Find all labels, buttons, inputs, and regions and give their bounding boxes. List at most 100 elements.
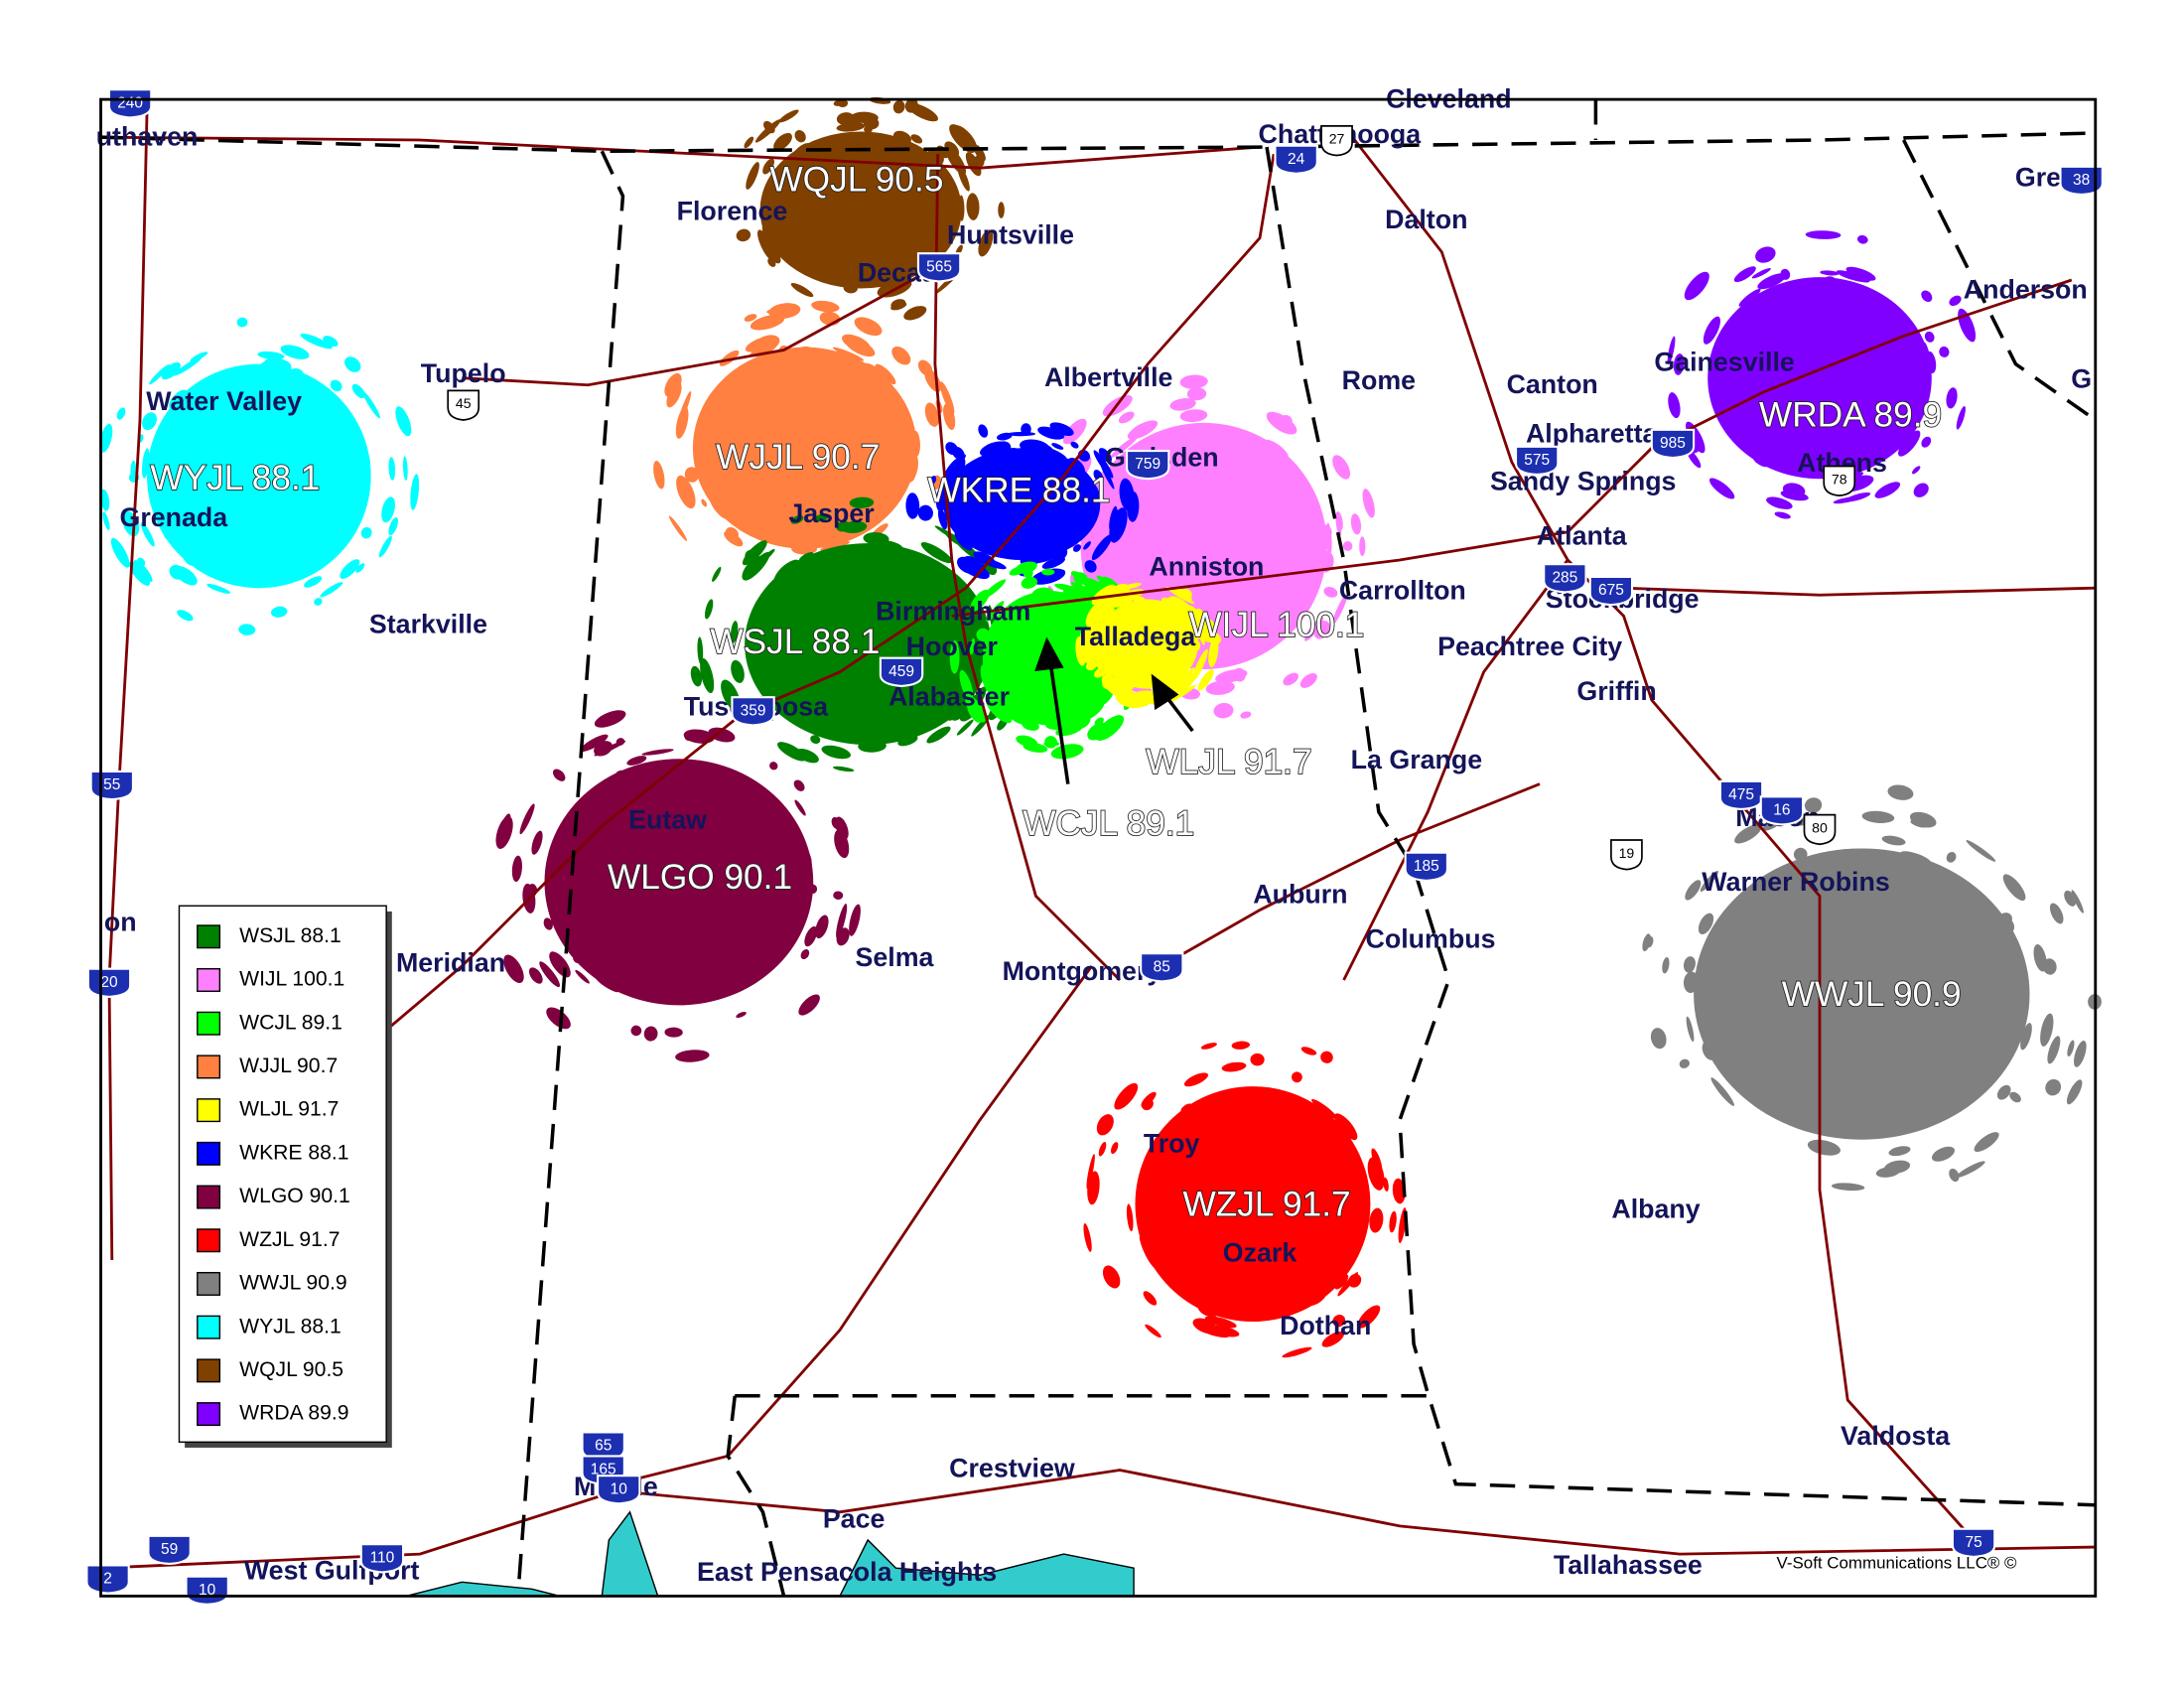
coverage-fragment xyxy=(1337,1134,1356,1162)
city-label: Dalton xyxy=(1385,205,1467,234)
coverage-fragment xyxy=(1956,405,1966,430)
coverage-fragment xyxy=(1200,1043,1217,1050)
coverage-fragment xyxy=(1774,511,1791,519)
coverage-fragment xyxy=(511,855,522,883)
coverage-fragment xyxy=(1642,933,1651,952)
coverage-fragment xyxy=(981,579,1007,600)
coverage-fragment xyxy=(1724,307,1746,335)
coverage-fragment xyxy=(495,815,513,849)
coverage-fragment xyxy=(777,742,807,762)
coverage-fragment xyxy=(1299,672,1317,688)
coverage-fragment xyxy=(773,132,792,151)
coverage-fragment xyxy=(736,1011,747,1019)
coverage-fragment xyxy=(2020,1023,2032,1051)
coverage-area xyxy=(745,543,992,746)
coverage-fragment xyxy=(793,779,805,791)
coverage-fragment xyxy=(1127,420,1159,440)
coverage-fragment xyxy=(1389,1210,1397,1233)
coverage-fragment xyxy=(1702,1041,1716,1060)
city-label: on xyxy=(104,908,137,937)
coverage-fragment xyxy=(1881,835,1906,846)
coverage-fragment xyxy=(955,454,966,465)
coverage-fragment xyxy=(976,628,991,642)
coverage-fragment xyxy=(675,1050,710,1062)
coverage-fragment xyxy=(732,512,750,528)
route-shield xyxy=(1803,813,1837,846)
coverage-fragment xyxy=(777,817,794,849)
city-label: uthaven xyxy=(96,122,199,152)
coverage-area xyxy=(544,759,814,1006)
coverage-fragment xyxy=(388,517,398,536)
coverage-fragment xyxy=(1300,1047,1317,1055)
coverage-fragment xyxy=(543,917,553,930)
city-label: Auburn xyxy=(1253,879,1347,909)
arrows xyxy=(1034,636,1194,784)
coverage-fragment xyxy=(833,766,855,773)
coverage-fragment xyxy=(1766,496,1793,509)
coverage-fragment xyxy=(835,816,849,840)
coverage-fragment xyxy=(1780,268,1791,280)
coverage-fragment xyxy=(790,514,804,524)
station-label: WLGO 90.1 xyxy=(608,858,792,897)
city-label: Dothan xyxy=(1280,1311,1371,1340)
coverage-fragment xyxy=(1921,436,1932,448)
coverage-fragment xyxy=(1240,711,1252,719)
coverage-fragment xyxy=(807,884,818,895)
coverage-fragment xyxy=(1141,1097,1154,1111)
coverage-fragment xyxy=(1697,972,1712,986)
city-label: Selma xyxy=(856,942,935,972)
coverage-fragment xyxy=(969,637,976,655)
coverage-fragment xyxy=(701,498,708,507)
legend-swatch xyxy=(197,1228,221,1253)
coverage-fragment xyxy=(1089,484,1101,510)
coverage-fragment xyxy=(942,457,966,487)
coverage-fragment xyxy=(892,130,911,145)
coverage-fragment xyxy=(1245,1310,1278,1320)
coverage-fragment xyxy=(1284,1098,1298,1108)
city-label: Gre xyxy=(2015,163,2061,193)
coverage-fragment xyxy=(725,527,739,540)
interstate-number: 65 xyxy=(595,1438,612,1455)
coverage-fragment xyxy=(1996,1084,2011,1100)
coverage-fragment xyxy=(381,496,395,523)
legend-label: WRDA 89.9 xyxy=(239,1402,348,1425)
coverage-fragment xyxy=(2033,944,2047,972)
interstate-shield xyxy=(879,656,924,687)
coverage-fragment xyxy=(1204,1316,1237,1329)
coverage-fragment xyxy=(742,556,763,581)
coverage-fragment xyxy=(1752,455,1769,468)
coverage-fragment xyxy=(684,467,700,483)
coverage-fragment xyxy=(674,997,694,1006)
coverage-fragment xyxy=(668,515,688,541)
coverage-fragment xyxy=(1231,1041,1251,1050)
coverage-fragment xyxy=(833,100,844,106)
legend-label: WLGO 90.1 xyxy=(239,1185,350,1207)
coverage-fragment xyxy=(1911,337,1922,365)
coverage-fragment xyxy=(959,669,974,700)
coverage-fragment xyxy=(892,99,905,114)
legend-swatch xyxy=(197,1055,221,1079)
coverage-fragment xyxy=(1183,1072,1209,1087)
coverage-fragment xyxy=(910,430,920,458)
state-borders xyxy=(100,99,2097,1597)
coverage-fragment xyxy=(708,727,736,743)
coverage-fragment xyxy=(206,584,231,594)
coverage-fragment xyxy=(1710,1077,1735,1106)
coverage-fragment xyxy=(1192,640,1201,651)
coverage-fragment xyxy=(791,543,818,555)
coverage-fragment xyxy=(1087,1171,1100,1205)
coverage-fragment xyxy=(1958,880,1980,902)
coverage-fragment xyxy=(1318,551,1334,573)
coverage-fragment xyxy=(1031,587,1054,602)
coverage-fragment xyxy=(1332,594,1348,625)
coverage-fragment xyxy=(2049,903,2064,924)
city-label: Grenada xyxy=(120,502,229,532)
coverage-fragment xyxy=(1023,743,1048,753)
coverage-fragment xyxy=(1939,346,1950,357)
coverage-fragment xyxy=(1083,541,1091,550)
coverage-fragment xyxy=(766,306,799,314)
coverage-area xyxy=(1694,848,2030,1140)
coverage-fragment xyxy=(1217,1303,1228,1315)
legend-swatch xyxy=(197,924,221,949)
